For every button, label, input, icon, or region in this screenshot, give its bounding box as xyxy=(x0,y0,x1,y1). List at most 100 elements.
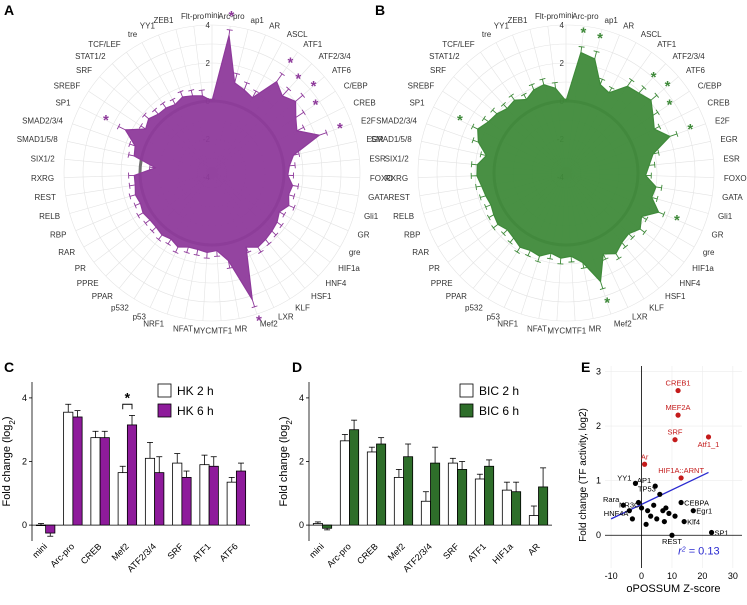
tf-label-gli1: Gli1 xyxy=(364,212,379,221)
point-label-hnf4a: HNF4A xyxy=(604,509,629,518)
tf-label-rbp: RBP xyxy=(50,231,66,240)
error-cap xyxy=(643,230,647,235)
tf-label-rxrg: RXRG xyxy=(31,174,54,183)
error-bar-hif1a xyxy=(640,229,645,232)
tf-label-mr: MR xyxy=(235,324,248,333)
significance-star-atf2-3-4: * xyxy=(295,70,301,87)
error-cap xyxy=(280,223,284,228)
error-cap xyxy=(661,185,662,191)
tf-label-smad1-5-8: SMAD1/5/8 xyxy=(371,135,412,144)
error-bar-relb xyxy=(480,196,485,198)
point-unlabeled xyxy=(627,508,632,513)
tf-label-gli1: Gli1 xyxy=(718,212,733,221)
error-cap xyxy=(480,151,481,157)
bar-hk-2-h-arc-pro xyxy=(64,412,73,525)
error-bar-pr xyxy=(493,224,498,227)
bar-bic-2-h-ar xyxy=(529,516,538,526)
bar-hk-2-h-atf1 xyxy=(200,465,209,525)
panel-label-c: C xyxy=(4,359,14,375)
error-bar-p53 xyxy=(176,247,178,252)
error-bar-ppre xyxy=(152,227,156,231)
bar-bic-6-h-hif1a xyxy=(512,492,521,525)
tf-label-lxr: LXR xyxy=(278,313,294,322)
x-tick-label-srf: SRF xyxy=(165,541,185,561)
radial-tick-label: 2 xyxy=(560,59,565,68)
y-tick-label: 0 xyxy=(22,520,27,530)
point-srf xyxy=(672,437,677,442)
legend-swatch-bic-6-h xyxy=(460,404,473,417)
y-tick-label: 4 xyxy=(22,393,27,403)
tf-label-srebf: SREBF xyxy=(408,82,435,91)
error-cap xyxy=(509,94,514,97)
point-label-sp1: SP1 xyxy=(715,529,729,538)
tf-label-mef2: Mef2 xyxy=(614,320,632,329)
error-bar-gr xyxy=(659,212,664,214)
significance-star-atf6: * xyxy=(665,78,671,95)
x-tick-label: -10 xyxy=(605,571,618,581)
error-bar-arc-pro xyxy=(581,47,582,53)
point-unlabeled xyxy=(662,519,667,524)
error-bar-hnf4 xyxy=(272,231,276,235)
error-cap xyxy=(129,183,130,189)
significance-star-c-ebp: * xyxy=(313,96,319,113)
error-bar-zeb1 xyxy=(542,79,543,85)
error-bar-rbp xyxy=(486,205,491,207)
x-tick-label-hif1a: HIF1a xyxy=(491,541,515,565)
tf-label-e2f: E2F xyxy=(715,116,730,125)
tf-label-myc: MYC xyxy=(193,327,211,336)
error-cap xyxy=(194,254,200,255)
x-tick-label: 0 xyxy=(639,571,644,581)
point-label-rara: Rara xyxy=(603,495,620,504)
bar-bic-2-h-atf1 xyxy=(475,479,484,525)
point-label-yy1: YY1 xyxy=(617,473,631,482)
panel-label-a: A xyxy=(4,2,14,18)
bar-hk-6-h-srf xyxy=(182,477,191,525)
error-cap xyxy=(295,162,296,168)
significance-star-atf2-3-4: * xyxy=(651,69,657,86)
tf-label-stat1-2: STAT1/2 xyxy=(429,52,460,61)
tf-label-tre: tre xyxy=(482,30,492,39)
tf-label-gre: gre xyxy=(349,248,361,257)
radial-tick-label: 4 xyxy=(560,21,565,30)
x-tick-label-mini: mini xyxy=(30,541,49,560)
bar-hk-6-h-mini xyxy=(46,525,55,533)
error-bar-ppar xyxy=(510,238,514,242)
error-bar-arc-pro xyxy=(229,30,230,36)
bar-hk-2-h-atf2-3-4 xyxy=(145,458,154,525)
bar-hk-2-h-creb xyxy=(91,438,100,525)
error-bar-sp1 xyxy=(473,127,478,130)
tf-label-mtf1: MTF1 xyxy=(565,327,586,336)
error-cap xyxy=(656,110,659,115)
tf-label-nrf1: NRF1 xyxy=(143,320,164,329)
error-bar-six1-2 xyxy=(472,164,478,165)
y-axis-label: Fold change (log2) xyxy=(1,416,17,506)
tf-label-rar: RAR xyxy=(412,248,429,257)
tf-label-c-ebp: C/EBP xyxy=(344,82,368,91)
error-bar-gr xyxy=(289,206,294,208)
error-bar-nrf1 xyxy=(187,247,189,252)
tf-label-tre: tre xyxy=(128,30,138,39)
point-ar xyxy=(642,462,647,467)
point-label-hif1a-arnt: HIF1A::ARNT xyxy=(658,466,704,475)
error-bar-smad2-3-4 xyxy=(473,140,478,142)
bar-bic-2-h-hif1a xyxy=(502,490,511,525)
bar-bic-6-h-atf2-3-4 xyxy=(431,463,440,525)
error-bar-zeb1 xyxy=(191,90,192,96)
tf-label-gr: GR xyxy=(712,231,724,240)
error-bar-rar xyxy=(138,213,143,216)
tf-label-six1-2: SIX1/2 xyxy=(385,154,410,163)
error-cap xyxy=(579,46,585,47)
significance-star-atf6: * xyxy=(311,78,317,95)
x-tick-label-srf: SRF xyxy=(441,541,461,561)
x-axis-label: oPOSSUM Z-score xyxy=(626,583,720,595)
error-cap xyxy=(298,151,299,157)
point-label-srf: SRF xyxy=(668,428,683,437)
point-unlabeled xyxy=(663,505,668,510)
error-bar-tcf-lef xyxy=(163,103,166,108)
panel-label-b: B xyxy=(375,2,385,18)
tf-label-ppar: PPAR xyxy=(446,292,467,301)
error-bar-ar xyxy=(600,79,602,84)
error-bar-atf6 xyxy=(651,95,657,100)
error-bar-mef2 xyxy=(600,281,602,288)
x-tick-label-mef2: Mef2 xyxy=(110,541,131,562)
